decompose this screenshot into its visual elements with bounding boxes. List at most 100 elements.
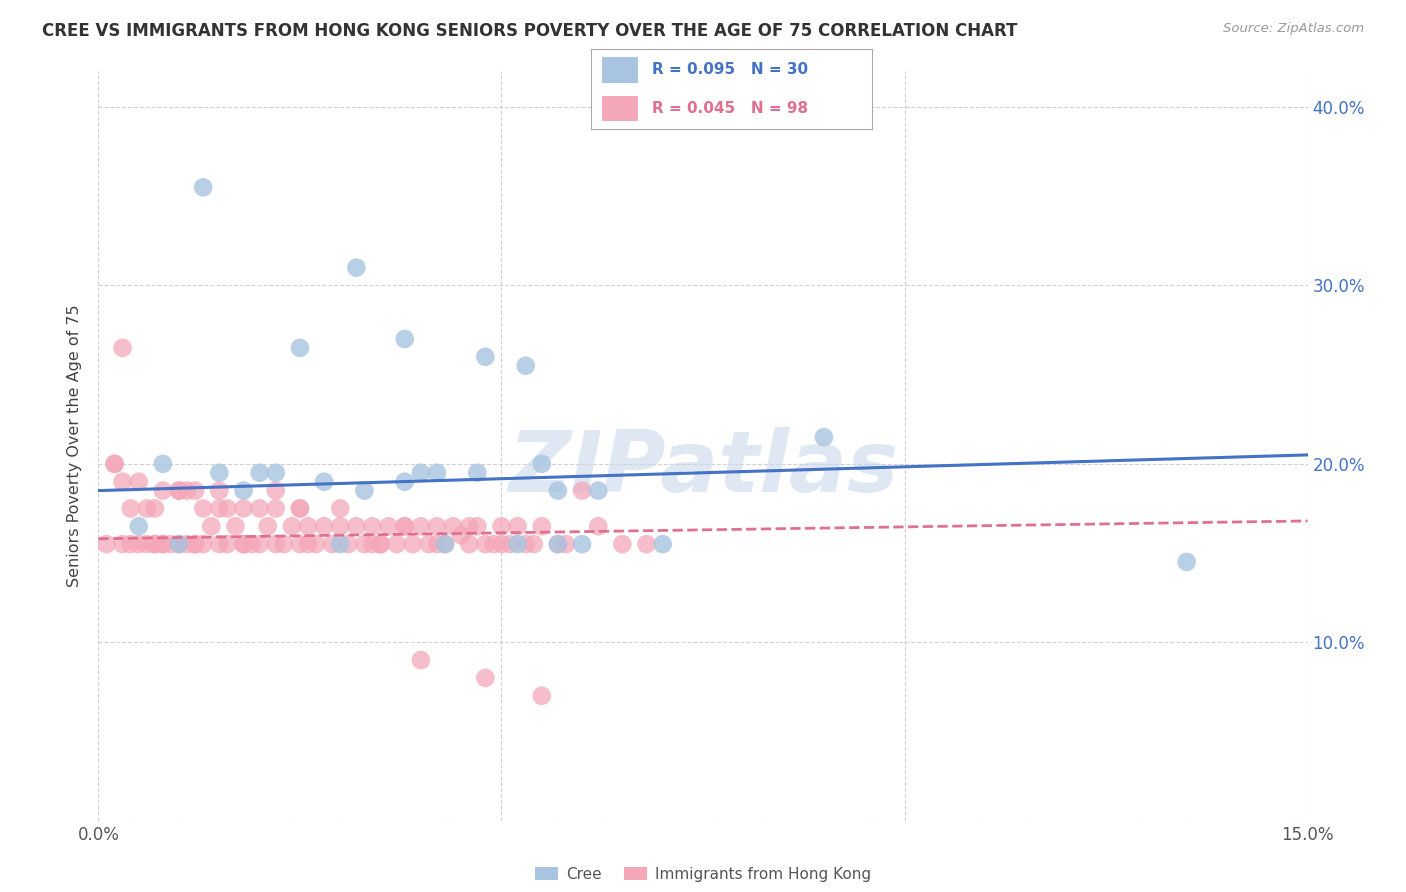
Point (370, 537, 392, 551)
Point (498, 537, 520, 551)
Point (474, 671, 496, 685)
Point (208, 466, 231, 480)
Point (450, 528, 472, 542)
Point (305, 537, 328, 551)
Text: R = 0.045   N = 98: R = 0.045 N = 98 (652, 101, 808, 116)
Point (547, 537, 569, 551)
Point (103, 457, 125, 471)
Point (344, 519, 367, 533)
Point (232, 537, 254, 551)
Point (232, 537, 254, 551)
Point (160, 537, 183, 551)
Point (208, 537, 231, 551)
Point (370, 537, 392, 551)
Point (297, 519, 319, 533)
Point (530, 457, 553, 471)
Point (176, 537, 198, 551)
Point (426, 537, 449, 551)
Y-axis label: Seniors Poverty Over the Age of 75: Seniors Poverty Over the Age of 75 (67, 305, 83, 587)
Point (329, 501, 352, 516)
Point (288, 341, 311, 355)
Point (128, 475, 150, 489)
Point (523, 537, 546, 551)
Point (465, 519, 488, 533)
Point (111, 341, 134, 355)
Point (217, 537, 239, 551)
Point (441, 519, 464, 533)
Point (409, 519, 432, 533)
Point (434, 537, 457, 551)
Point (193, 501, 215, 516)
Point (353, 483, 375, 498)
Point (288, 501, 311, 516)
FancyBboxPatch shape (602, 57, 638, 83)
Point (193, 537, 215, 551)
Point (506, 537, 529, 551)
Point (249, 466, 271, 480)
Point (297, 537, 319, 551)
Point (515, 359, 537, 373)
Point (184, 537, 207, 551)
Point (249, 537, 271, 551)
Point (474, 350, 496, 364)
Point (571, 483, 593, 498)
Point (636, 537, 658, 551)
Point (208, 501, 231, 516)
Point (120, 537, 142, 551)
Point (143, 537, 166, 551)
Point (474, 537, 496, 551)
Point (232, 483, 254, 498)
Point (264, 466, 287, 480)
Point (813, 430, 835, 444)
Point (586, 483, 609, 498)
Point (152, 537, 174, 551)
Point (184, 483, 207, 498)
Point (458, 537, 481, 551)
Legend: Cree, Immigrants from Hong Kong: Cree, Immigrants from Hong Kong (529, 861, 877, 888)
Point (135, 501, 157, 516)
Point (394, 519, 416, 533)
Point (224, 519, 246, 533)
Point (208, 483, 231, 498)
Point (264, 537, 287, 551)
Point (240, 537, 263, 551)
Point (394, 519, 416, 533)
Point (530, 689, 553, 703)
Point (167, 483, 190, 498)
Point (167, 537, 190, 551)
Point (193, 180, 215, 194)
Point (249, 501, 271, 516)
Point (152, 537, 174, 551)
Point (217, 501, 239, 516)
Point (482, 537, 505, 551)
Point (329, 537, 352, 551)
Point (361, 519, 384, 533)
Point (361, 537, 384, 551)
Point (344, 260, 367, 275)
Text: R = 0.095   N = 30: R = 0.095 N = 30 (652, 62, 808, 78)
Point (128, 519, 150, 533)
Point (321, 537, 343, 551)
Point (385, 537, 408, 551)
Point (402, 537, 425, 551)
Point (143, 537, 166, 551)
Point (111, 475, 134, 489)
Point (612, 537, 634, 551)
Point (458, 519, 481, 533)
Point (273, 537, 295, 551)
Point (434, 537, 457, 551)
Point (491, 519, 513, 533)
Point (232, 501, 254, 516)
Point (651, 537, 673, 551)
Point (377, 519, 399, 533)
Point (353, 537, 375, 551)
Point (555, 537, 578, 551)
Point (426, 519, 449, 533)
Point (152, 457, 174, 471)
Point (288, 537, 311, 551)
Point (120, 501, 142, 516)
Point (256, 519, 278, 533)
Point (418, 537, 440, 551)
Point (314, 519, 336, 533)
Point (586, 519, 609, 533)
